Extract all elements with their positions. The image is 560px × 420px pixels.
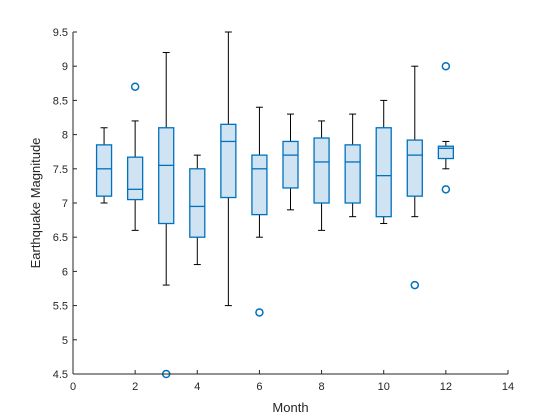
box-month-1 — [95, 127, 113, 204]
iqr-box — [251, 154, 268, 216]
y-axis-label: Earthquake Magnitude — [28, 138, 43, 269]
iqr-box — [437, 145, 455, 160]
box-month-8 — [313, 120, 330, 231]
x-ticks: 0 2 4 6 8 10 12 14 — [70, 370, 514, 393]
y-tick-label: 6.5 — [53, 232, 68, 244]
y-tick-label: 7 — [62, 198, 68, 210]
y-tick-label: 7.5 — [53, 164, 68, 176]
box-month-2 — [126, 82, 144, 231]
iqr-box — [189, 168, 206, 238]
y-tick-label: 8.5 — [53, 95, 68, 107]
box-month-12 — [437, 61, 455, 194]
x-tick-label: 14 — [502, 381, 514, 393]
y-tick-label: 5.5 — [53, 301, 68, 313]
box-month-3 — [158, 52, 175, 379]
box-month-9 — [344, 113, 361, 218]
boxes-layer — [95, 31, 455, 379]
x-axis-label: Month — [272, 400, 308, 415]
box-month-7 — [282, 113, 299, 211]
x-tick-label: 12 — [440, 381, 452, 393]
iqr-box — [313, 137, 330, 204]
x-tick-label: 10 — [378, 381, 390, 393]
x-tick-label: 2 — [132, 381, 138, 393]
x-tick-label: 4 — [194, 381, 200, 393]
y-tick-label: 8 — [62, 130, 68, 142]
iqr-box — [126, 156, 144, 201]
outlier-point — [130, 82, 140, 91]
box-month-6 — [251, 106, 268, 317]
x-tick-label: 8 — [319, 381, 325, 393]
box-month-11 — [406, 65, 423, 290]
box-month-4 — [189, 154, 206, 266]
box-month-10 — [375, 99, 392, 225]
y-tick-label: 5 — [62, 335, 68, 347]
y-tick-label: 9 — [62, 61, 68, 73]
iqr-box — [375, 127, 392, 218]
iqr-box — [95, 144, 113, 197]
x-tick-label: 0 — [70, 381, 76, 393]
iqr-box — [344, 144, 361, 204]
outlier-point — [410, 280, 420, 290]
x-tick-label: 6 — [256, 381, 262, 393]
outlier-point — [441, 185, 451, 194]
y-tick-label: 6 — [62, 266, 68, 278]
box-month-5 — [220, 31, 237, 307]
outlier-point — [441, 61, 451, 71]
y-tick-label: 4.5 — [53, 369, 68, 381]
y-tick-label: 9.5 — [53, 27, 68, 39]
y-ticks: 4.5 5 5.5 6 6.5 7 7.5 8 8.5 9 9.5 — [53, 27, 77, 381]
iqr-box — [282, 140, 299, 189]
iqr-box — [220, 123, 237, 199]
iqr-box — [406, 139, 423, 197]
iqr-box — [158, 127, 175, 225]
outlier-point — [255, 308, 264, 317]
